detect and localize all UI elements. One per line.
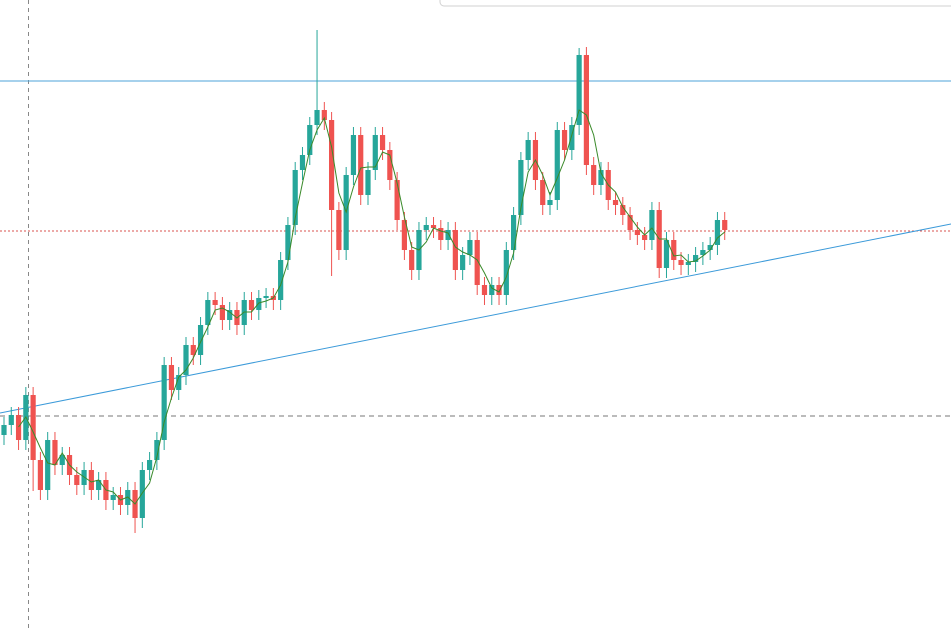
candle-body (147, 460, 153, 470)
panel-frame (439, 0, 951, 7)
candle-body (423, 225, 429, 230)
candle-body (299, 155, 306, 170)
plot-area (0, 30, 951, 533)
candle-body (438, 228, 444, 240)
candle-body (161, 365, 167, 440)
candle-body (496, 285, 502, 295)
candle-body (430, 225, 437, 228)
candle-body (525, 140, 531, 160)
candle-body (540, 180, 546, 205)
candle-body (256, 298, 262, 310)
candle-body (518, 160, 524, 215)
candle-body (583, 55, 589, 165)
candle-body (176, 375, 182, 390)
candle-body (627, 215, 633, 230)
candle-body (321, 110, 327, 120)
candle-body (307, 125, 313, 155)
candle-body (642, 235, 648, 240)
candle-body (612, 200, 619, 205)
candle-body (489, 285, 495, 295)
candle-body (59, 455, 65, 465)
candle-body (467, 240, 473, 255)
candle-body (700, 250, 706, 255)
candle-body (714, 220, 721, 245)
candle-body (278, 260, 284, 300)
candle-body (74, 475, 80, 485)
candle-body (197, 325, 204, 355)
candle-body (707, 245, 713, 250)
candle-body (30, 395, 36, 460)
candle-body (554, 130, 560, 200)
candle-body (8, 415, 14, 425)
candle-body (15, 415, 22, 440)
candle-body (52, 440, 58, 465)
candle-body (248, 300, 255, 310)
candle-body (445, 230, 451, 240)
candle-body (409, 250, 415, 270)
candle-body (1, 425, 7, 435)
candle-body (183, 345, 189, 375)
candle-body (154, 440, 160, 460)
candle-body (634, 230, 640, 235)
candle-body (227, 310, 233, 320)
candle-body (263, 296, 269, 298)
candle-body (37, 460, 43, 490)
candle-body (620, 205, 626, 215)
candle-body (168, 365, 175, 390)
candle-body (190, 345, 196, 355)
candle-body (401, 220, 407, 250)
candle-body (685, 262, 691, 265)
candle-body (212, 300, 218, 305)
candle-body (671, 240, 677, 260)
candle-body (693, 255, 699, 262)
candle-body (481, 285, 488, 295)
moving-average (18, 109, 726, 505)
candle-body (110, 495, 116, 500)
candle-body (336, 210, 342, 250)
candle-body (88, 470, 94, 490)
candle-body (452, 230, 458, 270)
candle-body (663, 240, 670, 268)
candle-body (387, 150, 393, 180)
candle-body (365, 170, 371, 195)
candle-body (329, 120, 335, 210)
candle-body (474, 240, 480, 285)
candle-body (350, 135, 357, 175)
candle-body (649, 210, 655, 240)
candle-body (372, 135, 378, 170)
candle-body (45, 440, 51, 490)
candle-body (678, 260, 684, 265)
candle-body (139, 470, 145, 518)
toolbar-panel (439, 0, 951, 7)
candle-body (511, 215, 517, 250)
candle-body (561, 130, 568, 150)
candle-body (598, 170, 604, 185)
candle-body (547, 200, 553, 205)
candle-body (460, 255, 466, 270)
candle-body (394, 180, 400, 220)
candle-body (569, 125, 575, 150)
candle-body (314, 110, 320, 125)
candle-body (219, 305, 225, 320)
candle-body (722, 220, 728, 230)
candle-body (205, 300, 211, 325)
candle-body (96, 480, 102, 490)
trend-line (0, 223, 951, 414)
candle-body (285, 225, 291, 260)
candle-body (379, 135, 386, 150)
candle-body (576, 55, 582, 125)
candle-body (591, 165, 597, 185)
candle-body (292, 170, 298, 225)
candle-body (358, 135, 364, 195)
candle-body (503, 250, 509, 295)
